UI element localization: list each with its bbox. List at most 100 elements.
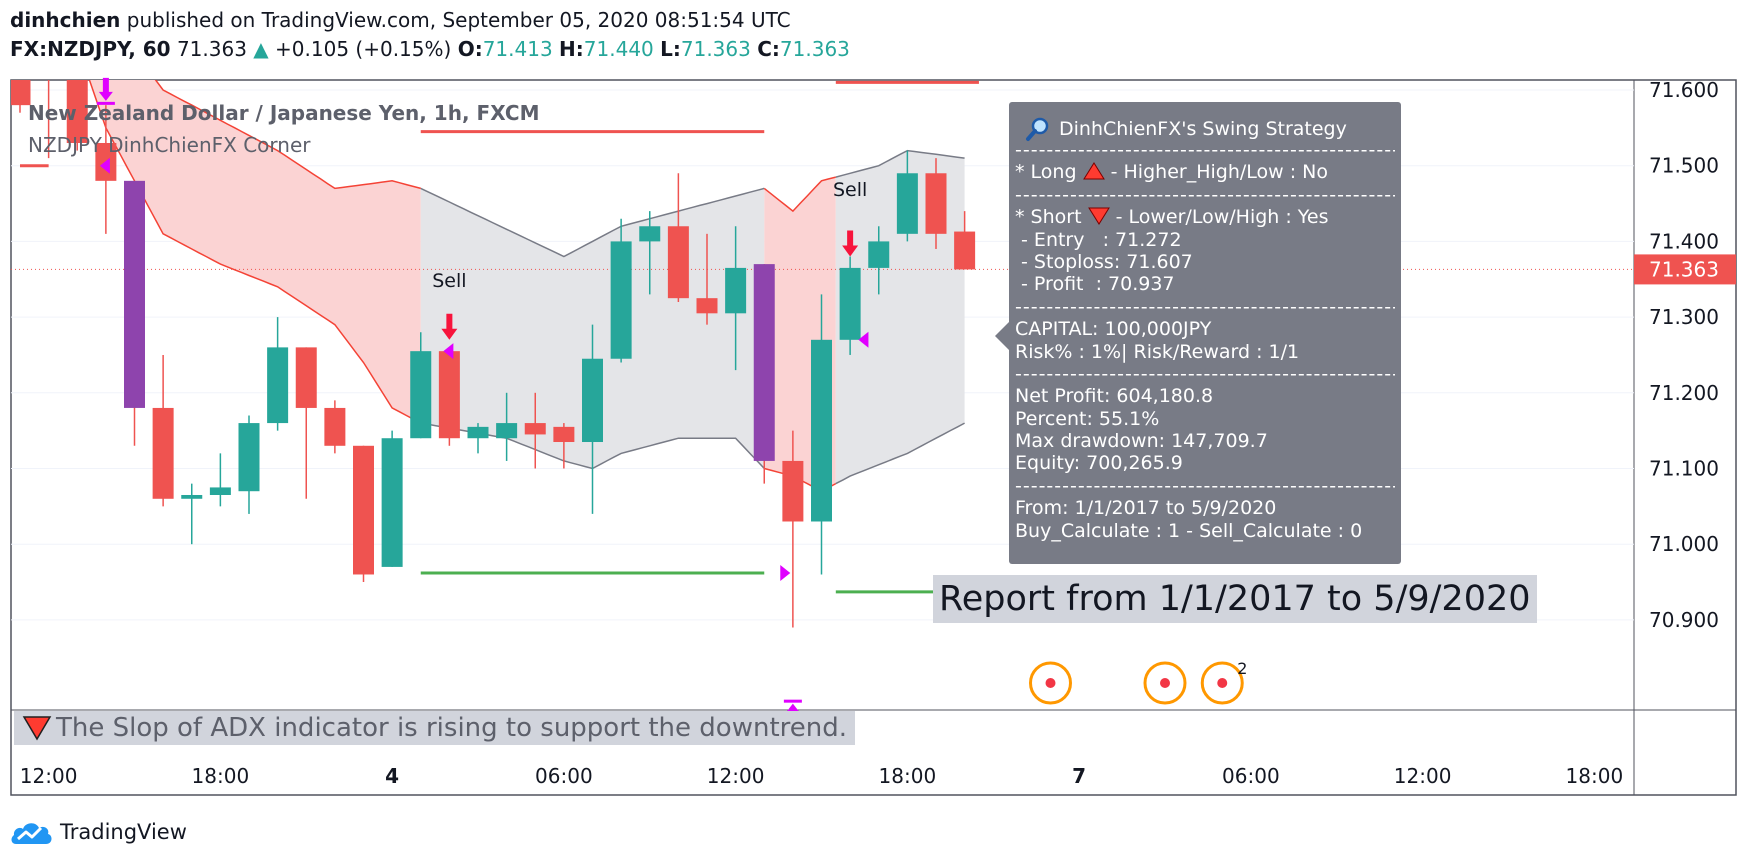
- entry-line: - Entry : 71.272: [1015, 228, 1182, 251]
- panel-body: ----------------------------------------…: [1015, 139, 1395, 542]
- long-rest: - Higher_High/Low : No: [1110, 161, 1328, 184]
- candle-body: [811, 339, 832, 522]
- high-value: 71.440: [583, 37, 654, 61]
- time-tick-label: 12:00: [20, 764, 78, 788]
- price-tick-label: 71.200: [1649, 381, 1719, 405]
- cloud-lower-line: [835, 422, 965, 485]
- candle-body: [238, 423, 260, 492]
- symbol-label: FX:NZDJPY, 60: [10, 37, 171, 61]
- percent-line: Percent: 55.1%: [1015, 407, 1160, 430]
- cloud-lower-line: [88, 80, 422, 424]
- panel-pointer: [995, 322, 1009, 350]
- signal-marker-icon: [99, 157, 110, 174]
- signal-marker-icon: [780, 564, 791, 581]
- cloud-fill-red: [89, 80, 421, 424]
- price-tick-label: 71.100: [1649, 457, 1719, 481]
- candle-body: [696, 298, 718, 314]
- cloud-upper-line: [420, 187, 765, 258]
- candle-body: [181, 494, 203, 499]
- candle-body: [152, 407, 174, 499]
- price-tick-label: 71.300: [1649, 305, 1719, 329]
- candle-body: [868, 241, 890, 268]
- from-line: From: 1/1/2017 to 5/9/2020: [1015, 497, 1277, 520]
- change-up-icon: ▲: [253, 37, 269, 61]
- candle-body: [725, 267, 747, 314]
- indicator-name: NZDJPY DinhChienFX Corner: [28, 133, 311, 157]
- short-line: * Short - Lower/Low/High : Yes: [1015, 206, 1395, 228]
- adx-message-text: The Slop of ADX indicator is rising to s…: [56, 713, 848, 743]
- panel-title-text: DinhChienFX's Swing Strategy: [1059, 117, 1347, 140]
- low-value: 71.363: [680, 37, 751, 61]
- candles: [11, 45, 976, 628]
- event-dot-icon: [1045, 678, 1056, 688]
- candle-body: [610, 241, 632, 359]
- short-rest: - Lower/Low/High : Yes: [1115, 206, 1329, 229]
- sell-arrow-icon: [842, 230, 859, 257]
- price-tick-label: 71.000: [1649, 532, 1719, 556]
- time-tick-label: 12:00: [1394, 764, 1452, 788]
- author-name[interactable]: dinhchien: [10, 8, 121, 32]
- risk-line: Risk% : 1%| Risk/Reward : 1/1: [1015, 340, 1300, 363]
- time-tick-label: 7: [1072, 764, 1086, 788]
- open-value: 71.413: [482, 37, 553, 61]
- candle-body: [782, 460, 804, 522]
- candle-body: [954, 231, 976, 270]
- candle-body: [209, 487, 231, 495]
- candle-body: [524, 423, 546, 435]
- profit-line: - Profit : 70.937: [1015, 273, 1175, 296]
- cloud-upper-line: [835, 149, 965, 178]
- divider: ----------------------------------------…: [1015, 139, 1395, 161]
- candle-body: [324, 407, 346, 446]
- tradingview-wordmark: TradingView: [60, 820, 187, 844]
- last-price-tag: [1634, 254, 1736, 285]
- event-dot-icon: [1160, 678, 1170, 688]
- last-price-tag-text: 71.363: [1649, 257, 1719, 281]
- candle-body: [38, 45, 59, 75]
- close-value: 71.363: [779, 37, 850, 61]
- candle-body: [639, 226, 661, 242]
- candle-body: [410, 351, 432, 439]
- triangle-down-icon: [1087, 207, 1110, 226]
- cloud-fill-gray: [835, 150, 965, 484]
- sell-label: Sell: [833, 179, 867, 201]
- tradingview-logo[interactable]: TradingView: [10, 818, 187, 846]
- candle-body: [295, 347, 317, 408]
- last-price: 71.363: [176, 37, 247, 61]
- panel-title: DinhChienFX's Swing Strategy: [1025, 116, 1347, 142]
- strategy-info-panel: DinhChienFX's Swing Strategy -----------…: [995, 102, 1401, 564]
- candle-body: [66, 80, 88, 143]
- event-dot-icon: [1217, 678, 1228, 688]
- candle-body: [124, 180, 145, 408]
- time-tick-label: 18:00: [879, 764, 937, 788]
- candle-body: [496, 423, 518, 439]
- published-text: published on TradingView.com, September …: [126, 8, 791, 32]
- candle-body: [353, 445, 374, 575]
- low-label: L:: [660, 37, 681, 61]
- long-label: * Long: [1015, 161, 1077, 184]
- sell-label: Sell: [432, 270, 466, 292]
- event-badge: 2: [1237, 659, 1247, 678]
- candle-body: [438, 351, 460, 439]
- price-tick-label: 71.500: [1649, 154, 1719, 178]
- up-arrow-bar: [783, 699, 802, 703]
- net-profit-line: Net Profit: 604,180.8: [1015, 385, 1214, 408]
- change-value: +0.105 (+0.15%): [275, 37, 452, 61]
- down-arrow-icon: [98, 77, 113, 101]
- cloud-upper-line: [154, 80, 421, 190]
- divider: ----------------------------------------…: [1015, 362, 1395, 385]
- report-label: Report from 1/1/2017 to 5/9/2020: [933, 575, 1537, 623]
- price-tick-label: 70.900: [1649, 608, 1719, 632]
- time-tick-label: 4: [385, 764, 399, 788]
- cloud-logo-icon: [11, 823, 52, 844]
- candle-body: [925, 173, 947, 234]
- candle-body: [582, 358, 603, 443]
- magnifier-icon: [1026, 117, 1049, 141]
- candle-body: [467, 426, 489, 439]
- chart-title: New Zealand Dollar / Japanese Yen, 1h, F…: [28, 101, 539, 125]
- high-label: H:: [559, 37, 584, 61]
- candle-body: [11, 80, 31, 106]
- equity-line: Equity: 700,265.9: [1015, 452, 1183, 475]
- divider: ----------------------------------------…: [1015, 295, 1395, 318]
- triangle-down-icon: [22, 716, 52, 741]
